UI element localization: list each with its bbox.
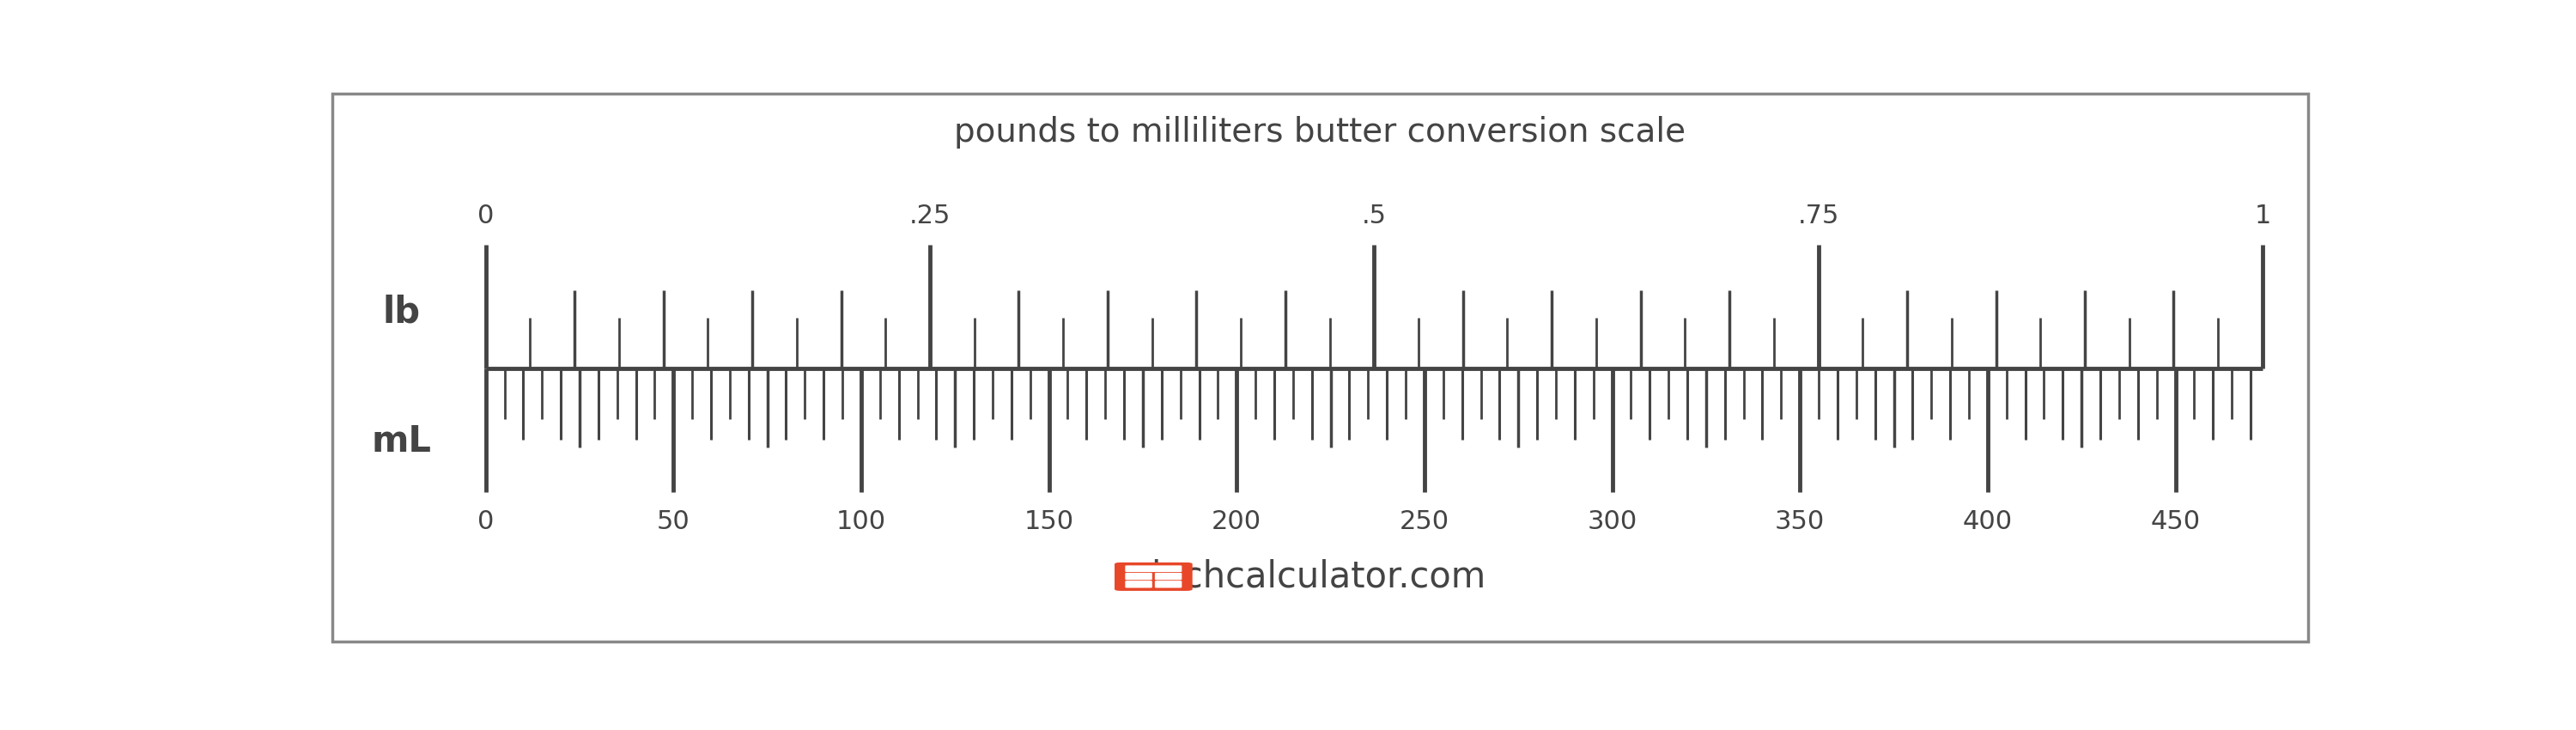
Text: 450: 450 xyxy=(2151,510,2200,534)
Text: inchcalculator.com: inchcalculator.com xyxy=(1151,558,1486,595)
Text: 0: 0 xyxy=(477,203,495,228)
FancyBboxPatch shape xyxy=(1115,562,1193,591)
Text: 50: 50 xyxy=(657,510,690,534)
FancyBboxPatch shape xyxy=(1154,573,1182,580)
Text: lb: lb xyxy=(384,294,420,331)
Text: 250: 250 xyxy=(1399,510,1450,534)
FancyBboxPatch shape xyxy=(1126,566,1182,572)
Text: 1: 1 xyxy=(2254,203,2272,228)
Text: 400: 400 xyxy=(1963,510,2012,534)
Text: pounds to milliliters butter conversion scale: pounds to milliliters butter conversion … xyxy=(953,116,1687,148)
FancyBboxPatch shape xyxy=(1126,580,1151,588)
Text: .5: .5 xyxy=(1363,203,1386,228)
Text: 300: 300 xyxy=(1587,510,1638,534)
Text: .75: .75 xyxy=(1798,203,1839,228)
Text: 150: 150 xyxy=(1025,510,1074,534)
FancyBboxPatch shape xyxy=(1154,580,1182,588)
Text: 200: 200 xyxy=(1211,510,1262,534)
Text: 100: 100 xyxy=(837,510,886,534)
Text: 0: 0 xyxy=(477,510,495,534)
Text: mL: mL xyxy=(371,423,433,460)
Text: 350: 350 xyxy=(1775,510,1824,534)
Text: .25: .25 xyxy=(909,203,951,228)
FancyBboxPatch shape xyxy=(1126,573,1151,580)
